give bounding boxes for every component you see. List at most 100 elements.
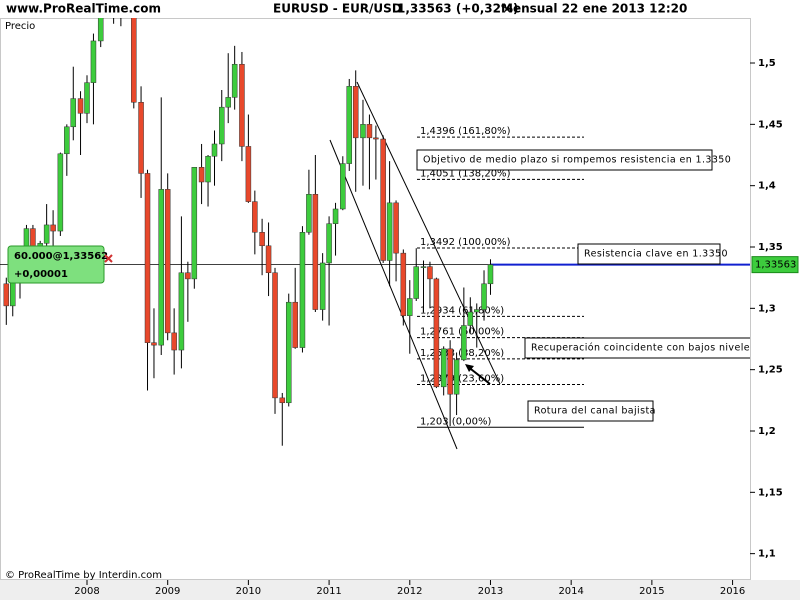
candle-body	[393, 202, 399, 254]
fib-label: 1,203 (0,00%)	[420, 416, 491, 427]
candle-body	[185, 272, 191, 280]
candle-body	[70, 98, 77, 128]
candle-body	[144, 173, 151, 343]
candle-body	[453, 359, 460, 395]
candle-body	[366, 124, 373, 139]
candle-body	[84, 82, 90, 114]
y-tick-label: 1,3	[758, 303, 776, 314]
x-tick-label: 2012	[397, 586, 422, 597]
note: Objetivo de medio plazo si rompemos resi…	[423, 155, 731, 166]
candle-body	[239, 63, 245, 147]
y-axis-label: Precio	[5, 21, 35, 32]
candle-body	[138, 102, 144, 174]
candle-body	[164, 189, 171, 334]
close-icon[interactable]	[104, 254, 113, 263]
fib-label: 1,3492 (100,00%)	[420, 237, 511, 248]
candle-body	[461, 325, 467, 361]
x-tick-label: 2011	[316, 586, 341, 597]
plot-area: 1,4396 (161,80%) 1,4051 (138,20%) 1,3492 (…	[0, 18, 771, 446]
y-tick-label: 1,5	[758, 58, 776, 69]
candle-body	[3, 283, 10, 307]
note-box	[527, 400, 654, 422]
price-box	[751, 256, 799, 274]
note-box	[416, 149, 713, 171]
note: Rotura del canal bajista	[534, 406, 656, 417]
y-tick-label: 1,2	[758, 426, 776, 437]
candle-body	[279, 397, 286, 404]
candle-body	[90, 40, 97, 83]
candle-body	[407, 298, 413, 316]
fib-label: 1,4051 (138,20%)	[420, 168, 511, 179]
candle-body	[285, 301, 292, 404]
candle-body	[380, 138, 386, 261]
candle-body	[299, 232, 306, 348]
candle-body	[205, 155, 211, 183]
x-tick-label: 2008	[74, 586, 99, 597]
candle-body	[433, 278, 440, 388]
candle-body	[340, 163, 346, 210]
candle-body	[252, 201, 258, 233]
candle-body	[447, 348, 453, 395]
candle-body	[306, 194, 312, 233]
y-tick-label: 1,35	[758, 242, 783, 253]
candle-body	[225, 97, 231, 108]
candle-body	[487, 264, 494, 285]
candle-body	[420, 266, 427, 268]
candle-body	[360, 124, 366, 139]
candle-body	[97, 18, 104, 42]
candle-body	[245, 146, 252, 202]
channel-line	[356, 81, 501, 385]
candle-body	[386, 202, 393, 261]
price-label: 1,33563	[755, 260, 796, 271]
candle-body	[131, 18, 137, 103]
candle-body	[191, 167, 198, 280]
position-box[interactable]	[7, 245, 105, 284]
candle-body	[50, 224, 56, 232]
candle-body	[319, 262, 326, 310]
period: Mensual 22 ene 2013 12:20	[501, 2, 687, 16]
candle-body	[481, 283, 487, 310]
candle-body	[171, 332, 177, 351]
position: 60.000@1,33562	[14, 251, 108, 262]
candle-body	[332, 208, 339, 224]
x-axis-band	[0, 580, 800, 600]
candle-body	[259, 232, 265, 247]
candle-body	[292, 301, 298, 348]
candle-body	[272, 272, 278, 399]
candle-body	[352, 86, 359, 139]
note: Recuperación coincidente con bajos nivel…	[531, 343, 771, 354]
y-tick-label: 1,15	[758, 487, 783, 498]
candle-body	[198, 167, 205, 183]
candle-body	[467, 311, 474, 326]
candle-body	[265, 245, 272, 274]
symbol: EURUSD - EUR/USD	[273, 2, 402, 16]
candle-body	[43, 224, 50, 244]
x-tick-label: 2016	[720, 586, 745, 597]
y-tick-label: 1,1	[758, 549, 776, 560]
x-tick-label: 2009	[155, 586, 180, 597]
site: www.ProRealTime.com	[6, 2, 161, 16]
note: Resistencia clave en 1.3350	[584, 249, 728, 260]
candle-body	[64, 126, 70, 155]
fib-label: 1,2379 (23,60%)	[420, 374, 504, 385]
note-box	[524, 337, 750, 359]
candle-body	[77, 98, 84, 114]
channel-line	[329, 139, 458, 450]
candle-body	[373, 137, 379, 140]
candle-body	[211, 143, 218, 157]
candle-body	[326, 223, 332, 264]
trend-lines	[329, 81, 501, 450]
candle-body	[151, 342, 157, 346]
fib-label: 1,2934 (61,80%)	[420, 305, 504, 316]
y-tick-label: 1,4	[758, 181, 776, 192]
x-tick-label: 2015	[639, 586, 664, 597]
candle-body	[158, 189, 164, 346]
candle-body	[219, 106, 225, 145]
position-pl: +0,00001	[14, 269, 68, 280]
candle-body	[231, 63, 238, 98]
candle-body	[413, 266, 419, 299]
fib-label: 1,4396 (161,80%)	[420, 126, 511, 137]
arrow-head	[465, 364, 474, 372]
